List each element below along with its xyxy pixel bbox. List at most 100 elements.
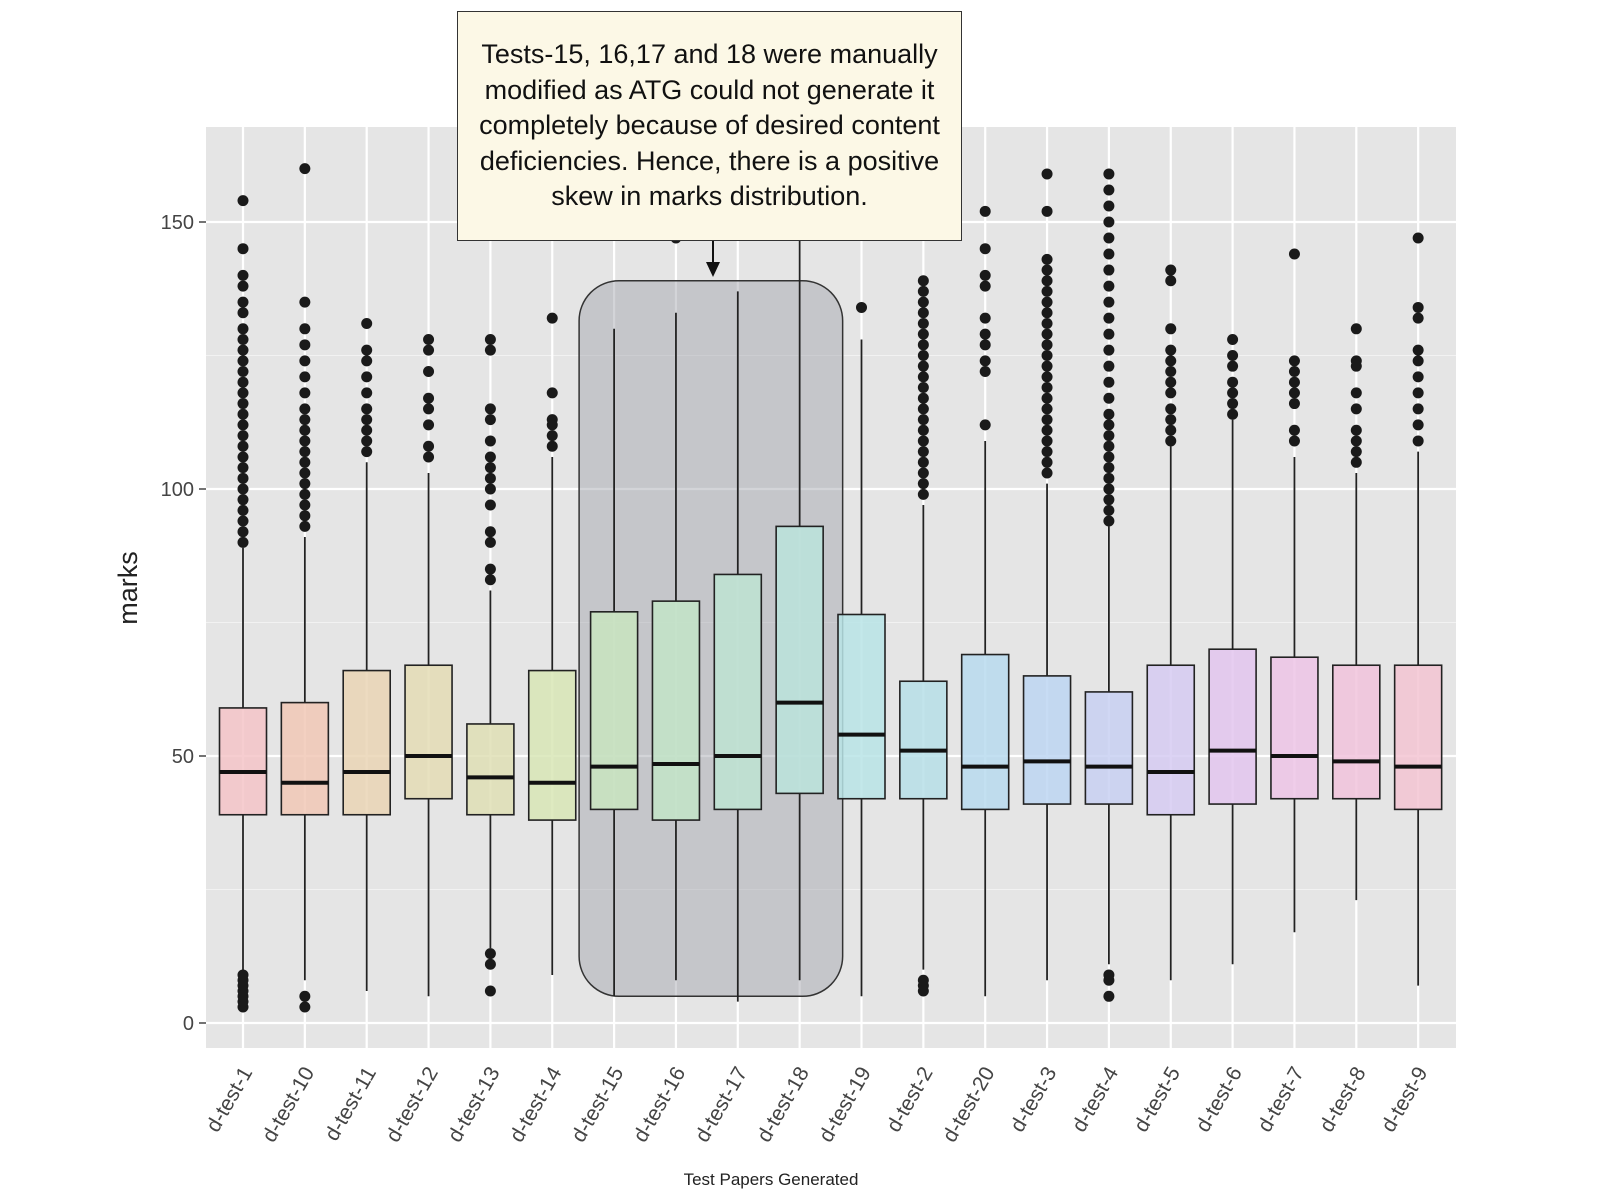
outlier-point xyxy=(237,451,249,463)
outlier-point xyxy=(299,339,311,351)
x-tick-label: d-test-10 xyxy=(258,1063,319,1146)
box-iqr xyxy=(651,600,701,821)
outlier-point xyxy=(1041,424,1053,436)
box-iqr xyxy=(713,573,763,811)
x-tick-label: d-test-13 xyxy=(443,1063,504,1146)
outlier-point xyxy=(1350,424,1362,436)
outlier-point xyxy=(484,958,496,970)
outlier-point xyxy=(1041,392,1053,404)
outlier-point xyxy=(423,451,435,463)
box-iqr xyxy=(1022,675,1072,805)
outlier-point xyxy=(484,451,496,463)
outlier-point xyxy=(237,323,249,335)
outlier-point xyxy=(237,536,249,548)
outlier-point xyxy=(237,344,249,356)
outlier-point xyxy=(917,350,929,361)
outlier-point xyxy=(237,387,249,399)
outlier-point xyxy=(299,488,311,500)
outlier-point xyxy=(484,563,496,575)
outlier-point xyxy=(299,371,311,383)
outlier-point xyxy=(1041,435,1053,447)
outlier-point xyxy=(1103,328,1115,340)
outlier-point xyxy=(1103,216,1115,228)
outlier-point xyxy=(1412,301,1424,313)
outlier-point xyxy=(1288,248,1300,260)
outlier-point xyxy=(299,424,311,436)
outlier-point xyxy=(299,163,311,175)
outlier-point xyxy=(1288,424,1300,436)
outlier-point xyxy=(1412,435,1424,447)
x-axis-title: Test Papers Generated xyxy=(684,1170,859,1189)
outlier-point xyxy=(237,280,249,292)
outlier-point xyxy=(979,366,991,378)
box-d-test-20 xyxy=(960,205,1010,997)
box-d-test-7 xyxy=(1270,248,1319,933)
x-tick-label: d-test-15 xyxy=(567,1063,628,1146)
outlier-point xyxy=(979,205,991,217)
box-iqr xyxy=(899,680,948,800)
outlier-point xyxy=(1350,355,1362,367)
box-d-test-19 xyxy=(837,301,886,997)
outlier-point xyxy=(917,285,929,297)
outlier-point xyxy=(361,414,373,426)
outlier-point xyxy=(1350,323,1362,335)
box-iqr xyxy=(404,664,453,800)
outlier-point xyxy=(1103,248,1115,260)
outlier-point xyxy=(237,355,249,367)
outlier-point xyxy=(1103,494,1115,506)
box-iqr xyxy=(960,653,1010,811)
outlier-point xyxy=(237,195,249,207)
box-iqr xyxy=(1393,664,1443,811)
outlier-point xyxy=(237,440,249,452)
outlier-point xyxy=(1103,472,1115,484)
outlier-point xyxy=(237,366,249,378)
outlier-point xyxy=(1103,376,1115,388)
outlier-point xyxy=(237,515,249,527)
annotation-text: Tests-15, 16,17 and 18 were manually mod… xyxy=(479,39,940,212)
box-iqr xyxy=(775,525,824,795)
outlier-point xyxy=(361,344,373,356)
outlier-point xyxy=(1227,350,1239,361)
box-d-test-14 xyxy=(527,312,577,975)
x-tick-label: d-test-20 xyxy=(938,1063,999,1146)
box-d-test-10 xyxy=(280,163,330,1013)
outlier-point xyxy=(1288,387,1300,399)
outlier-point xyxy=(1165,376,1177,388)
outlier-point xyxy=(1165,275,1177,287)
box-iqr xyxy=(1084,691,1134,805)
outlier-point xyxy=(1412,355,1424,367)
outlier-point xyxy=(1103,360,1115,372)
outlier-point xyxy=(1041,339,1053,351)
x-tick-label: d-test-6 xyxy=(1191,1063,1247,1136)
box-iqr xyxy=(466,723,515,816)
box-iqr xyxy=(527,669,577,821)
outlier-point xyxy=(1041,350,1053,361)
y-tick-label: 50 xyxy=(172,746,194,768)
box-iqr xyxy=(280,701,330,816)
outlier-point xyxy=(979,419,991,431)
outlier-point xyxy=(1041,371,1053,383)
outlier-point xyxy=(423,403,435,415)
box-d-test-5 xyxy=(1146,264,1196,981)
y-axis-title: marks xyxy=(113,551,143,625)
outlier-point xyxy=(1165,414,1177,426)
outlier-point xyxy=(1227,333,1239,345)
x-tick-label: d-test-5 xyxy=(1130,1063,1186,1136)
outlier-point xyxy=(237,472,249,484)
x-tick-label: d-test-18 xyxy=(753,1063,814,1146)
outlier-point xyxy=(484,333,496,345)
outlier-point xyxy=(546,414,558,426)
outlier-point xyxy=(546,387,558,399)
outlier-point xyxy=(1103,232,1115,244)
outlier-point xyxy=(917,371,929,383)
outlier-point xyxy=(237,243,249,255)
outlier-point xyxy=(1103,430,1115,442)
outlier-point xyxy=(299,520,311,532)
box-d-test-17 xyxy=(713,291,763,1002)
outlier-point xyxy=(484,414,496,426)
outlier-point xyxy=(361,446,373,458)
outlier-point xyxy=(1165,435,1177,447)
outlier-point xyxy=(237,307,249,319)
outlier-point xyxy=(979,328,991,340)
outlier-point xyxy=(423,440,435,452)
